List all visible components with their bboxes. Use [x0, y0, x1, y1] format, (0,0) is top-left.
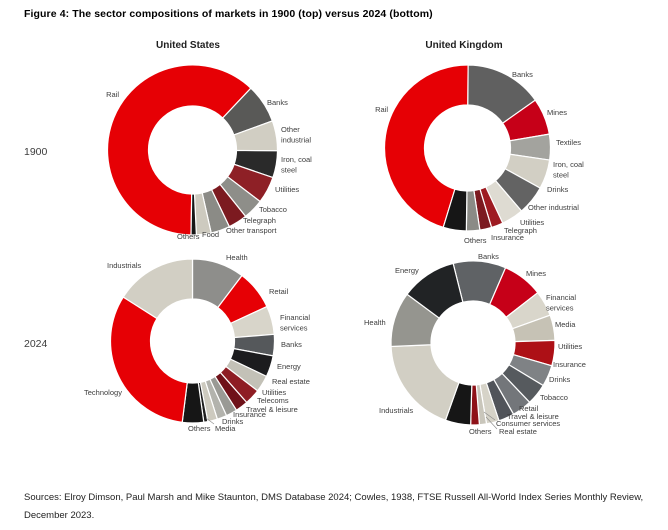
label-uk-1900-textiles: Textiles — [556, 138, 581, 147]
label-us-2024-health: Health — [226, 253, 248, 262]
donut-uk-2024: Banks Mines Financial services Media Utilitie… — [364, 252, 586, 436]
label-us-1900-iron-coal-steel: Iron, coal steel — [281, 155, 312, 175]
label-us-1900-telegraph: Telegraph — [243, 216, 276, 225]
label-uk-2024-tobacco: Tobacco — [540, 393, 568, 402]
column-header-united-states: United States — [156, 40, 220, 51]
label-uk-2024-energy: Energy — [395, 266, 419, 275]
label-uk-1900-insurance: Insurance — [491, 233, 524, 242]
label-us-1900-banks: Banks — [267, 98, 288, 107]
donut-uk-1900: Rail Banks Mines Textiles Iron, coal steel Dri… — [375, 64, 584, 245]
label-uk-2024-utilities: Utilities — [558, 342, 582, 351]
label-uk-2024-health: Health — [364, 318, 386, 327]
label-us-2024-industrials: Industrials — [107, 261, 141, 270]
label-uk-1900-telegraph: Telegraph — [504, 226, 537, 235]
slice-uk-1900-rail — [383, 64, 469, 229]
label-uk-2024-real-estate: Real estate — [499, 427, 537, 436]
label-us-2024-banks: Banks — [281, 340, 302, 349]
label-uk-2024-mines: Mines — [526, 269, 546, 278]
donut-us-1900: Rail Banks Other industrial Iron, coal steel U… — [106, 64, 312, 241]
label-uk-1900-mines: Mines — [547, 108, 567, 117]
label-uk-2024-drinks: Drinks — [549, 375, 571, 384]
label-us-2024-retail: Retail — [269, 287, 289, 296]
label-uk-2024-consumer-services: Consumer services — [496, 419, 560, 428]
label-us-1900-others: Others — [177, 232, 200, 241]
label-us-2024-telecoms: Telecoms — [257, 396, 289, 405]
label-us-2024-others: Others — [188, 424, 211, 433]
label-us-1900-rail: Rail — [106, 90, 119, 99]
slice-uk-1900-others — [442, 188, 468, 232]
label-uk-2024-insurance: Insurance — [553, 360, 586, 369]
leader-uk-2024-real-estate — [485, 416, 498, 430]
label-us-2024-financial-services: Financial services — [280, 313, 310, 333]
label-uk-2024-financial-services: Financial services — [546, 293, 576, 313]
label-us-1900-food: Food — [202, 230, 219, 239]
row-label-1900: 1900 — [24, 146, 48, 158]
sources-note: Sources: Elroy Dimson, Paul Marsh and Mi… — [24, 492, 644, 521]
label-uk-2024-media: Media — [555, 320, 576, 329]
label-uk-1900-others: Others — [464, 236, 487, 245]
leader-us-2024-media — [205, 417, 215, 425]
label-us-2024-travel-leisure: Travel & leisure — [246, 405, 298, 414]
label-uk-1900-banks: Banks — [512, 70, 533, 79]
label-us-2024-real-estate: Real estate — [272, 377, 310, 386]
label-uk-1900-drinks: Drinks — [547, 185, 569, 194]
row-label-2024: 2024 — [24, 338, 48, 350]
label-us-2024-utilities: Utilities — [262, 388, 286, 397]
label-us-2024-technology: Technology — [84, 388, 122, 397]
slice-us-1900-others — [190, 193, 197, 236]
slice-uk-2024-energy — [406, 262, 464, 319]
slice-us-2024-technology — [109, 296, 188, 424]
label-uk-1900-rail: Rail — [375, 105, 388, 114]
label-us-1900-utilities: Utilities — [275, 185, 299, 194]
label-uk-2024-industrials: Industrials — [379, 406, 413, 415]
figure-title: Figure 4: The sector compositions of mar… — [24, 8, 433, 20]
label-us-2024-media: Media — [215, 424, 236, 433]
donut-us-2024: Health Retail Financial services Banks Energy… — [84, 253, 310, 433]
label-us-1900-tobacco: Tobacco — [259, 205, 287, 214]
label-uk-2024-travel-leisure: Travel & leisure — [507, 412, 559, 421]
slice-us-2024-industrials — [122, 258, 194, 320]
label-us-2024-energy: Energy — [277, 362, 301, 371]
leader-uk-2024-consumer-services — [483, 411, 496, 421]
label-uk-1900-other-industrial: Other industrial — [528, 203, 579, 212]
slice-us-1900-rail — [106, 64, 252, 236]
label-us-2024-insurance: Insurance — [233, 410, 266, 419]
label-us-2024-drinks: Drinks — [222, 417, 244, 426]
label-uk-2024-others: Others — [469, 427, 492, 436]
column-header-united-kingdom: United Kingdom — [425, 40, 503, 51]
label-us-1900-other-transport: Other transport — [226, 226, 277, 235]
label-us-1900-other-industrial: Other industrial — [281, 125, 311, 145]
label-uk-2024-retail: Retail — [519, 404, 539, 413]
label-uk-1900-iron-coal-steel: Iron, coal steel — [553, 160, 584, 180]
label-uk-1900-utilities: Utilities — [520, 218, 544, 227]
label-uk-2024-banks: Banks — [478, 252, 499, 261]
